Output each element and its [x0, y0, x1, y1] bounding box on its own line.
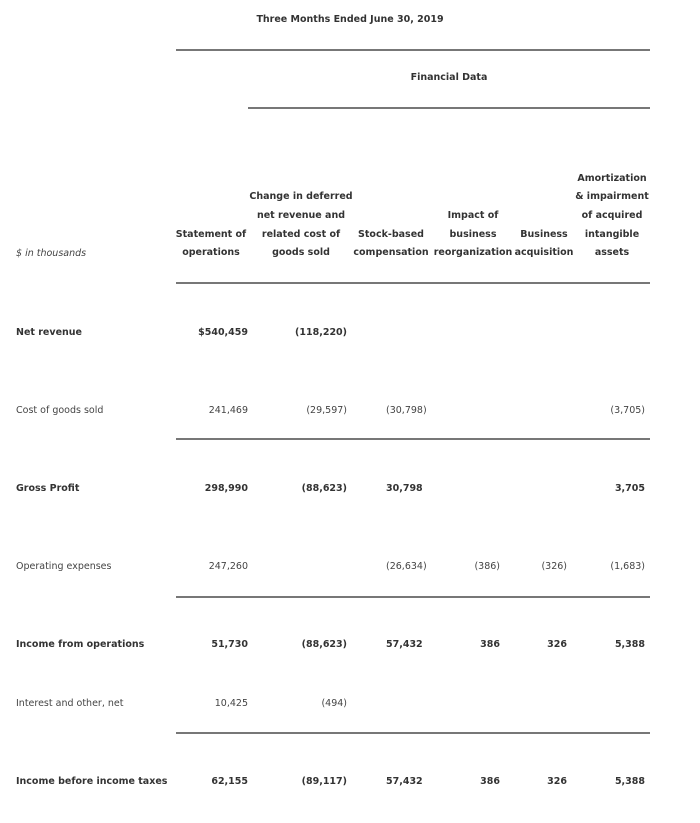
- row-label: Operating expenses: [16, 561, 112, 572]
- cell-value: (494): [321, 698, 347, 709]
- cell-value: 3,705: [614, 483, 645, 494]
- column-header-line: related cost of: [261, 228, 341, 240]
- column-header-line: Amortization: [577, 172, 647, 184]
- column-header-line: acquisition: [514, 247, 574, 259]
- column-header-line: compensation: [353, 247, 429, 259]
- divider: [248, 107, 650, 109]
- cell-value: 5,388: [614, 639, 645, 650]
- column-header-line: Impact of: [447, 209, 499, 221]
- column-header-line: Statement of: [175, 228, 247, 240]
- cell-value: 57,432: [386, 776, 423, 787]
- divider: [176, 49, 650, 51]
- period-title: Three Months Ended June 30, 2019: [256, 14, 444, 25]
- column-header-line: reorganization: [433, 247, 513, 259]
- cell-value: 57,432: [386, 639, 423, 650]
- cell-value: (386): [474, 561, 500, 572]
- row-label: Cost of goods sold: [16, 405, 104, 416]
- cell-value: (26,634): [386, 561, 427, 572]
- cell-value: 10,425: [214, 698, 248, 709]
- cell-value: 298,990: [204, 483, 248, 494]
- section-title: Financial Data: [410, 72, 488, 83]
- cell-value: (3,705): [610, 405, 645, 416]
- divider: [176, 596, 650, 598]
- column-header-line: assets: [594, 247, 630, 259]
- column-header-line: & impairment: [575, 191, 649, 203]
- row-label: Interest and other, net: [16, 698, 124, 709]
- cell-value: 62,155: [211, 776, 248, 787]
- cell-value: $540,459: [198, 327, 248, 338]
- cell-value: (30,798): [386, 405, 427, 416]
- cell-value: 386: [480, 776, 500, 787]
- row-label: Gross Profit: [16, 483, 80, 494]
- row-label: Income from operations: [16, 639, 145, 650]
- column-header-line: of acquired: [581, 209, 643, 221]
- cell-value: (1,683): [610, 561, 645, 572]
- cell-value: (88,623): [301, 483, 347, 494]
- divider: [176, 282, 650, 284]
- column-header-line: intangible: [584, 228, 640, 240]
- column-header-line: net revenue and: [256, 209, 346, 221]
- cell-value: 241,469: [208, 405, 248, 416]
- cell-value: (118,220): [295, 327, 347, 338]
- column-header-line: Stock-based: [358, 228, 424, 240]
- row-label: Income before income taxes: [16, 776, 168, 787]
- column-header-line: Change in deferred: [249, 191, 353, 203]
- units-label: $ in thousands: [16, 248, 87, 259]
- divider: [176, 438, 650, 440]
- column-header-line: business: [449, 228, 497, 240]
- divider: [176, 732, 650, 734]
- cell-value: 326: [547, 776, 567, 787]
- cell-value: 247,260: [208, 561, 248, 572]
- cell-value: (88,623): [301, 639, 347, 650]
- row-label: Net revenue: [16, 327, 82, 338]
- column-header-line: Business: [520, 228, 568, 240]
- cell-value: (326): [541, 561, 567, 572]
- cell-value: (29,597): [306, 405, 347, 416]
- cell-value: (89,117): [301, 776, 347, 787]
- cell-value: 386: [480, 639, 500, 650]
- cell-value: 326: [547, 639, 567, 650]
- cell-value: 51,730: [211, 639, 248, 650]
- column-header-line: operations: [182, 247, 240, 259]
- cell-value: 5,388: [614, 776, 645, 787]
- cell-value: 30,798: [386, 483, 423, 494]
- column-header-line: goods sold: [272, 247, 330, 259]
